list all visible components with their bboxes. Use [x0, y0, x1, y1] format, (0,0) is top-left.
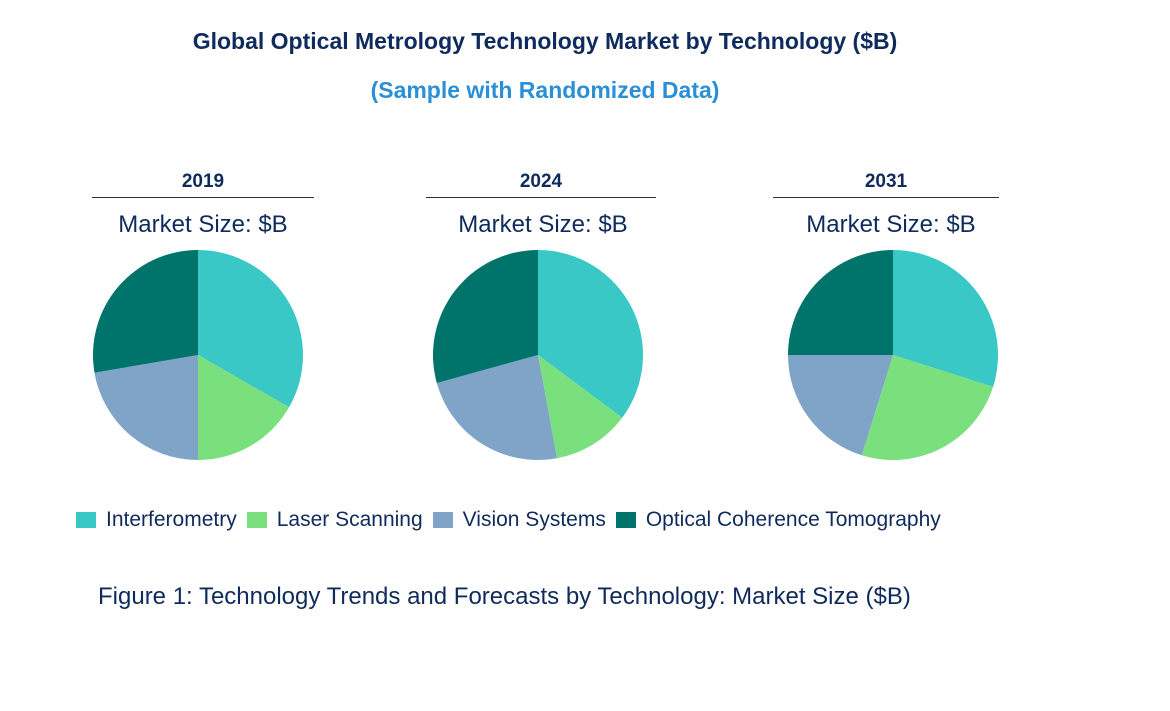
pie-slice-2031-optical-coherence-tomography — [788, 250, 893, 355]
pie-slice-2031-laser-scanning — [861, 355, 994, 460]
chart-subtitle: (Sample with Randomized Data) — [370, 77, 720, 103]
legend-label: Interferometry — [106, 508, 237, 531]
pie-slice-2019-interferometry — [198, 250, 303, 408]
chart-title: Global Optical Metrology Technology Mark… — [192, 28, 898, 54]
legend-item-vision-systems: Vision Systems — [432, 508, 606, 532]
pie-market-size-label-2024: Market Size: $B — [458, 211, 628, 238]
pie-year-label-2031: 2031 — [773, 171, 999, 198]
figure-caption: Figure 1: Technology Trends and Forecast… — [98, 583, 911, 610]
pie-slice-2031-interferometry — [893, 250, 998, 387]
legend-item-oct: Optical Coherence Tomography — [615, 508, 941, 532]
legend-item-laser-scanning: Laser Scanning — [246, 508, 423, 532]
pie-market-size-label-2031: Market Size: $B — [806, 211, 976, 238]
legend-item-interferometry: Interferometry — [76, 508, 237, 532]
pie-slice-2024-interferometry — [538, 250, 644, 418]
pie-slice-2024-optical-coherence-tomography — [432, 250, 538, 384]
pie-slice-2019-laser-scanning — [198, 355, 290, 460]
pie-slice-2019-optical-coherence-tomography — [92, 250, 198, 373]
legend-swatch — [432, 512, 453, 528]
pie-slice-2024-laser-scanning — [538, 355, 623, 459]
pie-slice-2024-vision-systems — [436, 355, 558, 460]
pie-year-label-2019: 2019 — [92, 171, 314, 198]
pie-year-label-2024: 2024 — [426, 171, 656, 198]
pie-slice-2031-vision-systems — [788, 355, 893, 456]
legend-label: Laser Scanning — [276, 508, 423, 531]
legend: Interferometry Laser Scanning Vision Sys… — [76, 508, 951, 532]
legend-label: Optical Coherence Tomography — [645, 508, 941, 531]
legend-label: Vision Systems — [462, 508, 606, 531]
legend-swatch — [615, 512, 636, 528]
legend-swatch — [76, 512, 96, 528]
legend-swatch — [246, 512, 267, 528]
pie-market-size-label-2019: Market Size: $B — [118, 211, 288, 238]
pie-slice-2019-vision-systems — [94, 355, 198, 460]
